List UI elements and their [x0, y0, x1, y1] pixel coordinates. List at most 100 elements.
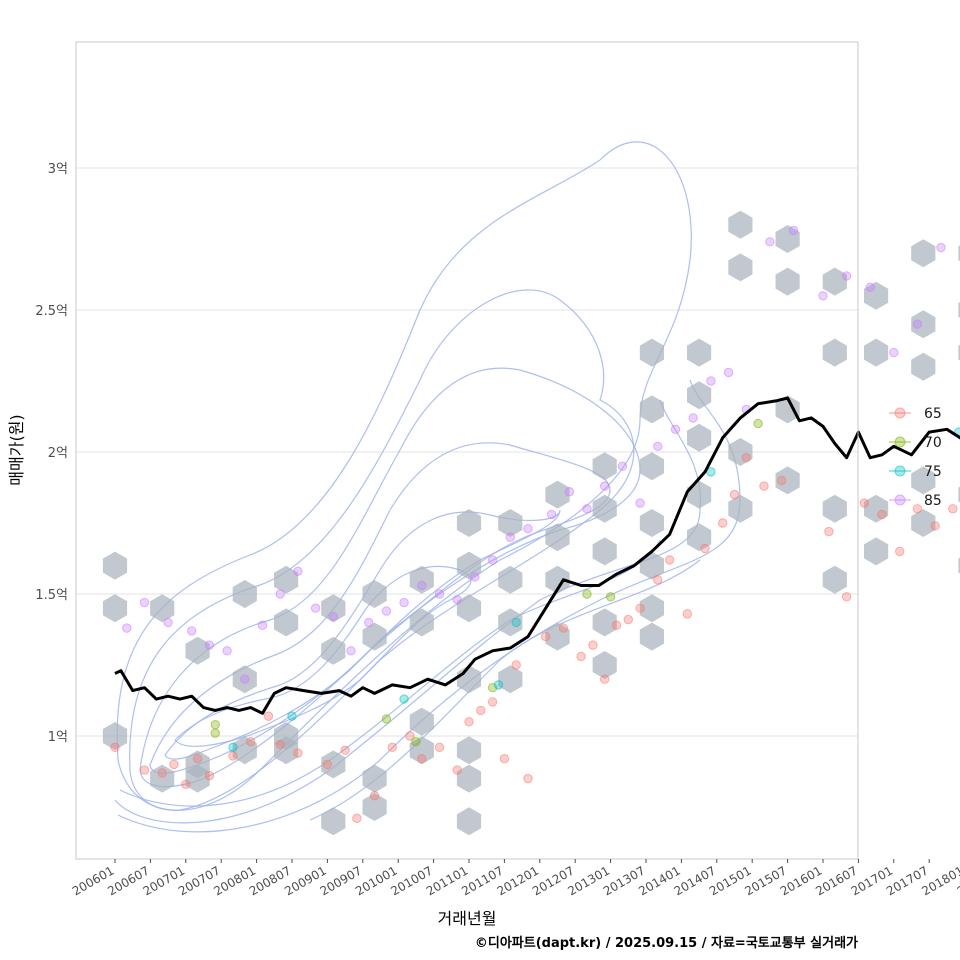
- data-point-75: [287, 711, 297, 721]
- legend-key-point: [894, 436, 906, 448]
- data-point-85: [912, 319, 923, 329]
- density-contours: [114, 141, 741, 833]
- data-point-65: [653, 575, 663, 585]
- hexbin-cell: [864, 281, 889, 310]
- hexbin-cell: [592, 452, 617, 481]
- hexbin-cell: [274, 608, 299, 637]
- legend: 65 70 75 85: [889, 406, 942, 509]
- data-point-65: [895, 546, 905, 557]
- data-point-85: [688, 413, 698, 423]
- data-point-65: [700, 543, 710, 554]
- data-point-65: [841, 592, 852, 602]
- data-point-85: [163, 617, 173, 628]
- data-point-85: [310, 603, 321, 613]
- hexbin-cell: [728, 210, 753, 239]
- hexbin-cell: [911, 352, 936, 381]
- hexbin-cell: [639, 594, 664, 623]
- hexbin-cell: [185, 636, 210, 665]
- hexbin-cell: [728, 494, 753, 523]
- legend-label: 65: [924, 406, 942, 422]
- data-point-85: [187, 626, 197, 636]
- data-point-65: [322, 759, 333, 770]
- density-contour: [174, 565, 472, 747]
- data-point-65: [759, 481, 769, 491]
- hexbin-cell: [822, 338, 847, 367]
- hexbin-cell: [728, 253, 753, 282]
- hexbin-cell: [775, 395, 800, 424]
- data-point-65: [664, 555, 675, 565]
- hexbin-cell: [321, 636, 346, 665]
- data-point-65: [110, 742, 120, 753]
- data-point-65: [169, 759, 179, 770]
- data-point-65: [523, 773, 533, 784]
- hexbin-cell: [362, 764, 387, 793]
- hexbin-cell: [102, 722, 128, 750]
- hexbin-cell: [639, 509, 664, 537]
- data-point-85: [434, 589, 445, 599]
- data-point-70: [605, 592, 616, 602]
- data-point-65: [246, 736, 256, 747]
- hexbin-cell: [822, 565, 847, 594]
- hexbin-cell: [456, 807, 482, 836]
- hexbin-cell: [687, 338, 712, 367]
- hexbin-cell: [822, 494, 847, 523]
- hexbin-cell: [864, 494, 889, 523]
- hexbin-cell: [639, 551, 664, 580]
- data-point-65: [340, 745, 350, 755]
- x-axis-title: 거래년월: [438, 909, 497, 928]
- data-point-85: [505, 532, 515, 542]
- y-tick-label: 1억: [48, 730, 68, 745]
- data-point-65: [452, 765, 462, 775]
- data-point-85: [381, 606, 392, 616]
- scatter-points: [110, 225, 960, 824]
- hexbin-cell: [687, 480, 712, 509]
- data-point-65: [541, 631, 551, 642]
- density-contour: [116, 141, 692, 811]
- data-point-65: [157, 768, 167, 778]
- hexbin-cell: [232, 665, 257, 694]
- y-axis: 1억 1.5억 2억 2.5억 3억: [35, 162, 68, 745]
- hexbin-cell: [362, 622, 387, 651]
- data-point-65: [611, 620, 622, 630]
- data-point-65: [352, 813, 362, 824]
- data-point-65: [623, 614, 633, 625]
- data-point-85: [204, 640, 215, 650]
- legend-label: 70: [924, 435, 942, 451]
- hexbin-cell: [321, 594, 346, 623]
- trend-line-layer: [114, 396, 960, 715]
- data-point-65: [877, 509, 887, 520]
- data-point-65: [275, 739, 285, 750]
- hexbin-cell: [498, 565, 523, 594]
- hexbin-cell: [456, 594, 482, 623]
- hexbin-cell: [545, 622, 570, 651]
- hexbin-layer: [102, 210, 960, 836]
- hexbin-cell: [150, 594, 175, 623]
- hexbin-cell: [687, 381, 712, 410]
- data-point-85: [706, 376, 716, 386]
- hexbin-cell: [639, 395, 664, 424]
- hexbin-cell: [498, 608, 523, 637]
- data-point-85: [564, 487, 574, 497]
- hexbin-cell: [150, 764, 175, 793]
- data-point-65: [558, 623, 569, 633]
- data-point-65: [682, 609, 692, 619]
- data-point-85: [364, 617, 374, 628]
- data-point-85: [818, 291, 828, 301]
- legend-label: 85: [924, 493, 942, 509]
- data-point-65: [499, 754, 510, 764]
- data-point-65: [417, 754, 427, 764]
- hexbin-cell: [775, 267, 800, 296]
- hexbin-cell: [775, 225, 800, 253]
- legend-key-point: [894, 407, 906, 419]
- data-point-85: [139, 597, 150, 608]
- data-point-85: [523, 523, 533, 534]
- y-tick-label: 2.5억: [35, 304, 68, 319]
- data-point-85: [653, 441, 663, 452]
- data-point-85: [222, 646, 232, 656]
- hexbin-cell: [498, 665, 523, 694]
- data-point-65: [600, 674, 610, 684]
- data-point-70: [381, 714, 392, 724]
- data-point-65: [293, 748, 303, 758]
